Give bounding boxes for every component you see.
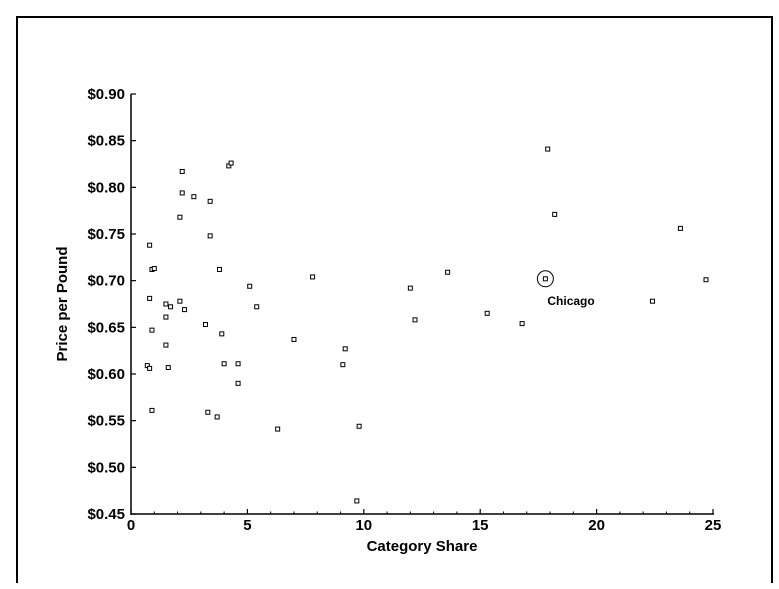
data-point: [147, 365, 153, 371]
axes: [130, 94, 714, 515]
x-tick-label: 15: [472, 517, 489, 534]
data-point: [179, 168, 185, 174]
data-point: [677, 225, 683, 231]
y-tick-label: $0.90: [87, 86, 125, 103]
y-tick-label: $0.70: [87, 273, 125, 290]
data-point: [552, 211, 558, 217]
data-point: [207, 198, 213, 204]
data-point: [310, 274, 316, 280]
y-tick-label: $0.60: [87, 366, 125, 383]
data-point: [412, 317, 418, 323]
data-point: [703, 277, 709, 283]
y-tick-label: $0.75: [87, 226, 125, 243]
data-point: [247, 283, 253, 289]
data-point: [163, 342, 169, 348]
data-point: [177, 214, 183, 220]
x-tick-label: 20: [588, 517, 605, 534]
data-point: [221, 361, 227, 367]
annotation-circle: [536, 270, 554, 288]
data-point: [179, 190, 185, 196]
y-axis-title: Price per Pound: [54, 246, 71, 361]
y-tick-label: $0.55: [87, 413, 125, 430]
data-point: [182, 307, 188, 313]
data-point: [545, 146, 551, 152]
data-point: [207, 233, 213, 239]
x-tick-label: 0: [127, 517, 135, 534]
x-tick-label: 25: [705, 517, 722, 534]
data-point: [235, 380, 241, 386]
y-tick-label: $0.45: [87, 506, 125, 523]
x-tick-label: 5: [243, 517, 251, 534]
data-point: [291, 336, 297, 342]
x-axis-title: Category Share: [367, 538, 478, 555]
chart-frame: [16, 16, 773, 583]
data-point: [216, 266, 222, 272]
data-point: [484, 310, 490, 316]
data-point: [151, 266, 157, 272]
data-point: [275, 426, 281, 432]
annotations: Chicago: [536, 270, 595, 308]
y-tick-label: $0.65: [87, 319, 125, 336]
data-point: [177, 298, 183, 304]
data-points: [144, 146, 709, 504]
data-point: [228, 160, 234, 166]
data-point: [149, 327, 155, 333]
data-point: [165, 364, 171, 370]
data-point: [342, 346, 348, 352]
data-point: [147, 295, 153, 301]
data-point: [354, 498, 360, 504]
data-point: [149, 407, 155, 413]
y-tick-label: $0.85: [87, 133, 125, 150]
data-point: [205, 409, 211, 415]
data-point: [356, 423, 362, 429]
data-point: [168, 304, 174, 310]
data-point: [340, 362, 346, 368]
data-point: [163, 301, 169, 307]
data-point: [219, 331, 225, 337]
data-point: [542, 276, 548, 282]
data-point: [407, 285, 413, 291]
y-tick-label: $0.80: [87, 179, 125, 196]
x-tick-label: 10: [355, 517, 372, 534]
data-point: [191, 194, 197, 200]
annotation-label: Chicago: [547, 294, 594, 308]
data-point: [254, 304, 260, 310]
data-point: [163, 314, 169, 320]
y-axis-ticks: $0.45 $0.50 $0.55 $0.60 $0.65 $0.70 $0.75 $0.80…: [87, 86, 136, 523]
data-point: [519, 321, 525, 327]
data-point: [649, 298, 655, 304]
x-axis-ticks: 0 5 10 15 20 25: [127, 509, 722, 534]
data-point: [214, 414, 220, 420]
data-point: [445, 269, 451, 275]
data-point: [202, 322, 208, 328]
y-tick-label: $0.50: [87, 459, 125, 476]
data-point: [235, 361, 241, 367]
data-point: [147, 242, 153, 248]
